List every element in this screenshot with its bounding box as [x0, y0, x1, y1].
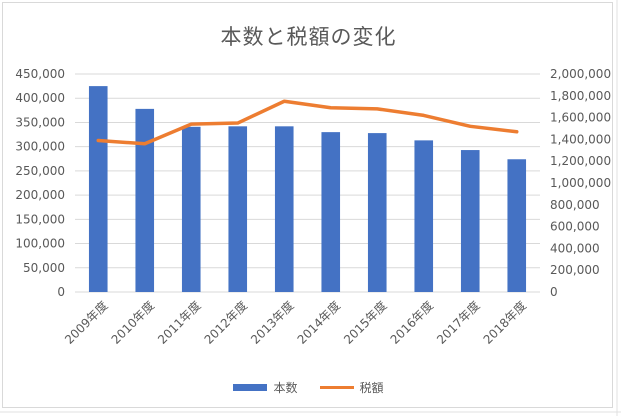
- right-tick-label: 200,000: [550, 263, 600, 277]
- right-tick-label: 1,200,000: [550, 154, 611, 168]
- legend-line-swatch: [319, 386, 354, 389]
- x-tick-label: 2013年度: [247, 298, 296, 347]
- right-axis-ticks: 0 200,000 400,000 600,000 800,000 1,000,000 1,…: [550, 67, 611, 299]
- line-point: [237, 122, 239, 124]
- right-tick-label: 1,400,000: [550, 132, 611, 146]
- line-point: [190, 123, 192, 125]
- bar: [321, 132, 341, 292]
- bar: [228, 126, 248, 292]
- legend-label-line: 税額: [359, 381, 384, 395]
- bar: [135, 108, 155, 292]
- left-tick-label: 350,000: [15, 115, 65, 129]
- line-point: [330, 107, 332, 109]
- bar: [367, 133, 387, 292]
- plot-area: 0 50,000 100,000 150,000 200,000 250,000 300,0…: [15, 67, 611, 347]
- line-point: [376, 108, 378, 110]
- left-tick-label: 150,000: [15, 212, 65, 226]
- left-tick-label: 100,000: [15, 237, 65, 251]
- left-axis-ticks: 0 50,000 100,000 150,000 200,000 250,000 300,0…: [15, 67, 65, 299]
- chart-area[interactable]: 本数と税額の変化 0 50,000 100,000 150,000 200,000 250…: [2, 2, 613, 408]
- line-path: [96, 99, 519, 146]
- x-tick-label: 2009年度: [61, 298, 110, 347]
- line-point: [144, 143, 146, 145]
- legend-label-bar: 本数: [273, 381, 298, 395]
- x-tick-label: 2016年度: [387, 298, 436, 347]
- x-tick-label: 2012年度: [201, 298, 250, 347]
- legend-item-bar[interactable]: 本数: [233, 379, 298, 396]
- x-tick-label: 2018年度: [480, 298, 529, 347]
- line-point: [283, 100, 285, 102]
- legend: 本数 税額: [3, 379, 614, 396]
- right-tick-label: 1,600,000: [550, 111, 611, 125]
- right-tick-label: 0: [550, 285, 558, 299]
- x-tick-label: 2014年度: [294, 298, 343, 347]
- right-tick-label: 400,000: [550, 241, 600, 255]
- bar: [274, 126, 294, 292]
- left-tick-label: 400,000: [15, 91, 65, 105]
- bar: [460, 150, 480, 292]
- line-point: [516, 131, 518, 133]
- legend-item-line[interactable]: 税額: [319, 379, 384, 396]
- right-tick-label: 800,000: [550, 198, 600, 212]
- line-point: [469, 125, 471, 127]
- x-tick-label: 2010年度: [108, 298, 157, 347]
- left-tick-label: 250,000: [15, 164, 65, 178]
- line-series-税額: [96, 99, 519, 146]
- x-tick-label: 2011年度: [154, 298, 203, 347]
- line-point: [97, 139, 99, 141]
- left-tick-label: 300,000: [15, 140, 65, 154]
- bar: [507, 159, 527, 292]
- right-tick-label: 600,000: [550, 220, 600, 234]
- bar-series-本数: [88, 86, 527, 292]
- legend-bar-swatch: [233, 384, 268, 391]
- right-tick-label: 2,000,000: [550, 67, 611, 81]
- left-tick-label: 0: [57, 285, 65, 299]
- chart-title: 本数と税額の変化: [220, 25, 397, 49]
- right-tick-label: 1,000,000: [550, 176, 611, 190]
- x-axis-ticks: 2009年度2010年度2011年度2012年度2013年度2014年度2015…: [61, 298, 529, 347]
- bar: [88, 86, 108, 292]
- left-tick-label: 450,000: [15, 67, 65, 81]
- x-tick-label: 2015年度: [340, 298, 389, 347]
- line-point: [423, 114, 425, 116]
- bar: [181, 126, 201, 292]
- left-tick-label: 50,000: [23, 261, 65, 275]
- x-tick-label: 2017年度: [433, 298, 482, 347]
- right-tick-label: 1,800,000: [550, 89, 611, 103]
- left-tick-label: 200,000: [15, 188, 65, 202]
- bar: [414, 140, 434, 292]
